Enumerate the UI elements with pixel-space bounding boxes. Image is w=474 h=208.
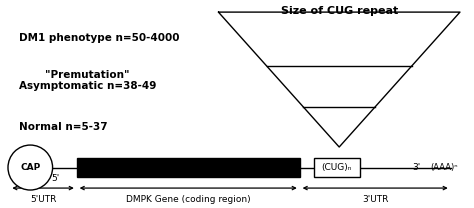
Text: 5'UTR: 5'UTR xyxy=(30,195,56,204)
Text: CAP: CAP xyxy=(20,163,40,172)
Text: 5': 5' xyxy=(51,174,59,183)
Text: "Premutation"
Asymptomatic n=38-49: "Premutation" Asymptomatic n=38-49 xyxy=(18,70,156,91)
Text: Normal n=5-37: Normal n=5-37 xyxy=(18,123,107,132)
Text: (AAA)ⁿ: (AAA)ⁿ xyxy=(430,163,457,172)
Text: Size of CUG repeat: Size of CUG repeat xyxy=(281,6,398,16)
Text: 3'UTR: 3'UTR xyxy=(362,195,388,204)
Text: 3': 3' xyxy=(412,163,420,172)
Bar xyxy=(314,158,360,177)
Text: DM1 phenotype n=50-4000: DM1 phenotype n=50-4000 xyxy=(18,32,179,42)
Bar xyxy=(77,158,300,177)
Text: DMPK Gene (coding region): DMPK Gene (coding region) xyxy=(126,195,251,204)
Text: (CUG)ₙ: (CUG)ₙ xyxy=(322,163,352,172)
Ellipse shape xyxy=(8,145,53,190)
